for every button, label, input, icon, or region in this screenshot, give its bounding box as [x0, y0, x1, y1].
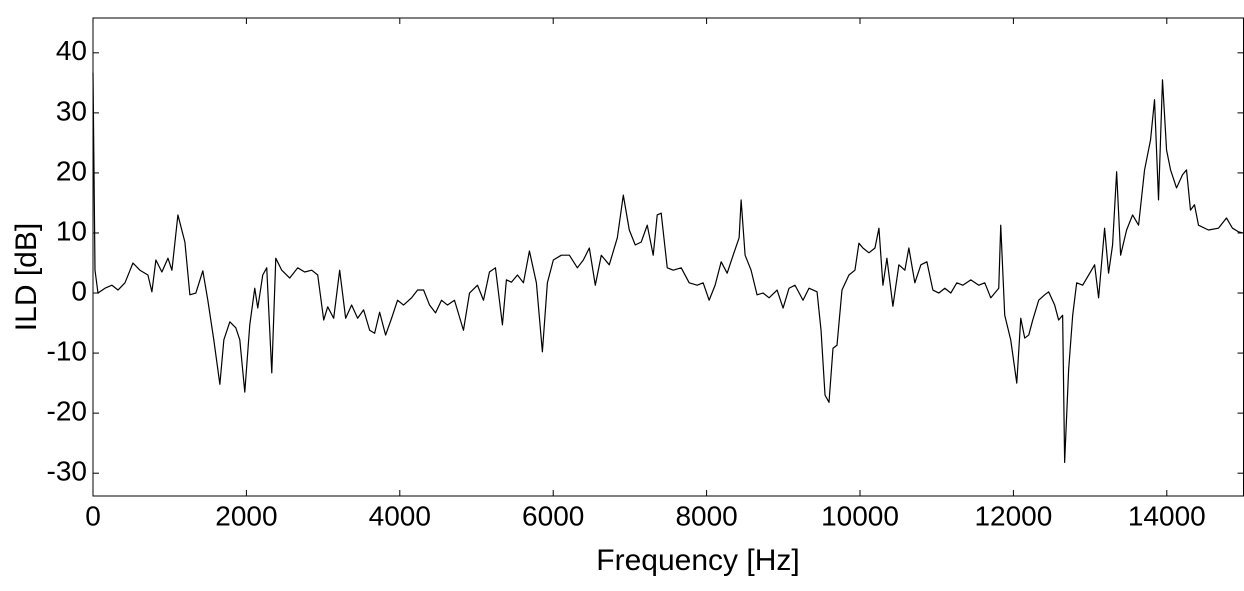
y-tick-label: 0: [71, 275, 87, 306]
y-tick-label: -30: [47, 456, 87, 487]
y-tick-label: 20: [56, 155, 87, 186]
x-axis-label: Frequency [Hz]: [596, 544, 799, 577]
x-tick-label: 14000: [1128, 500, 1206, 531]
x-tick-label: 8000: [675, 500, 737, 531]
y-tick-label: 30: [56, 95, 87, 126]
x-tick-label: 4000: [369, 500, 431, 531]
y-tick-label: 10: [56, 215, 87, 246]
ild-line: [92, 72, 1243, 463]
y-tick-label: -20: [47, 396, 87, 427]
y-axis-label: ILD [dB]: [10, 223, 43, 331]
x-tick-label: 6000: [522, 500, 584, 531]
plot-frame: [92, 17, 1244, 497]
y-tick-label: -10: [47, 335, 87, 366]
x-tick-label: 0: [85, 500, 101, 531]
y-tick-label: 40: [56, 35, 87, 66]
x-tick-label: 2000: [215, 500, 277, 531]
x-tick-label: 10000: [821, 500, 899, 531]
x-tick-label: 12000: [974, 500, 1052, 531]
